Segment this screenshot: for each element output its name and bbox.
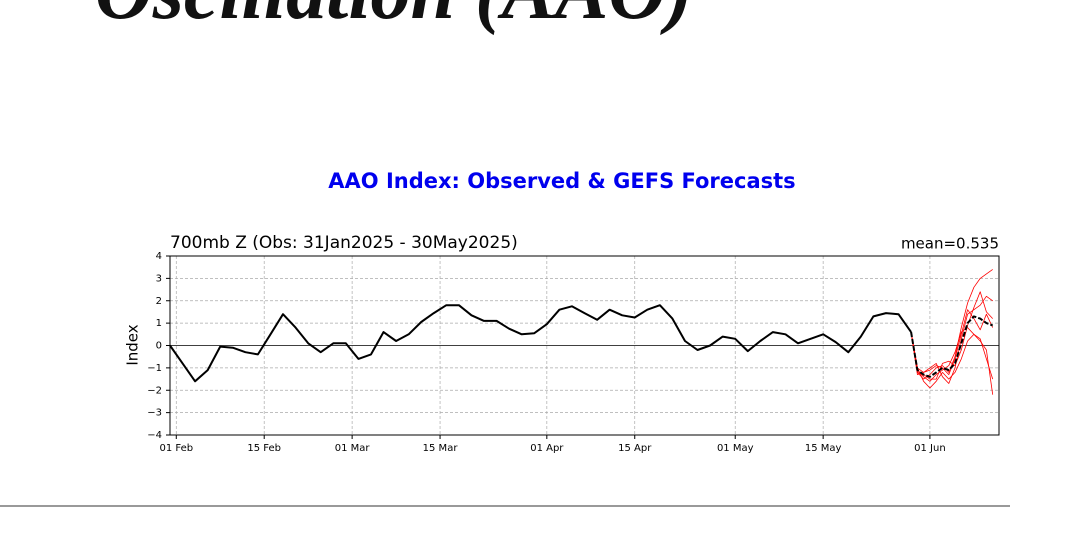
plot-frame: [169, 255, 1000, 436]
y-tick-label: −3: [147, 408, 162, 419]
page-heading: Oscillation (AAO): [95, 0, 693, 36]
y-axis-label: Index: [124, 324, 142, 365]
ensemble-line: [910, 332, 994, 389]
x-tick-label: 01 May: [717, 443, 754, 454]
y-tick-label: 2: [156, 296, 162, 307]
y-tick-label: 0: [156, 341, 162, 352]
x-tick-label: 15 Feb: [247, 443, 281, 454]
y-tick-label: 1: [156, 318, 162, 329]
x-tick-label: 15 May: [805, 443, 842, 454]
y-tick-label: 3: [156, 273, 162, 284]
ensemble-line: [910, 291, 993, 380]
chart-title: AAO Index: Observed & GEFS Forecasts: [328, 169, 795, 193]
y-tick-label: 4: [156, 251, 162, 262]
ensemble-line: [910, 269, 993, 380]
y-tick-label: −4: [147, 430, 162, 441]
x-tick-label: 01 Jun: [914, 443, 946, 454]
mean-annotation: mean=0.535: [901, 235, 999, 253]
forecast-mean-line: [910, 315, 994, 378]
chart-subtitle: 700mb Z (Obs: 31Jan2025 - 30May2025): [170, 233, 518, 253]
y-tick-label: −1: [147, 363, 162, 374]
x-tick-label: 15 Apr: [618, 443, 652, 454]
x-tick-label: 01 Feb: [159, 443, 193, 454]
y-tick-label: −2: [147, 385, 162, 396]
x-tick-label: 01 Mar: [335, 443, 371, 454]
x-tick-label: 01 Apr: [530, 443, 564, 454]
x-tick-label: 15 Mar: [423, 443, 459, 454]
observed-line: [169, 304, 912, 383]
ensemble-line: [910, 327, 994, 395]
